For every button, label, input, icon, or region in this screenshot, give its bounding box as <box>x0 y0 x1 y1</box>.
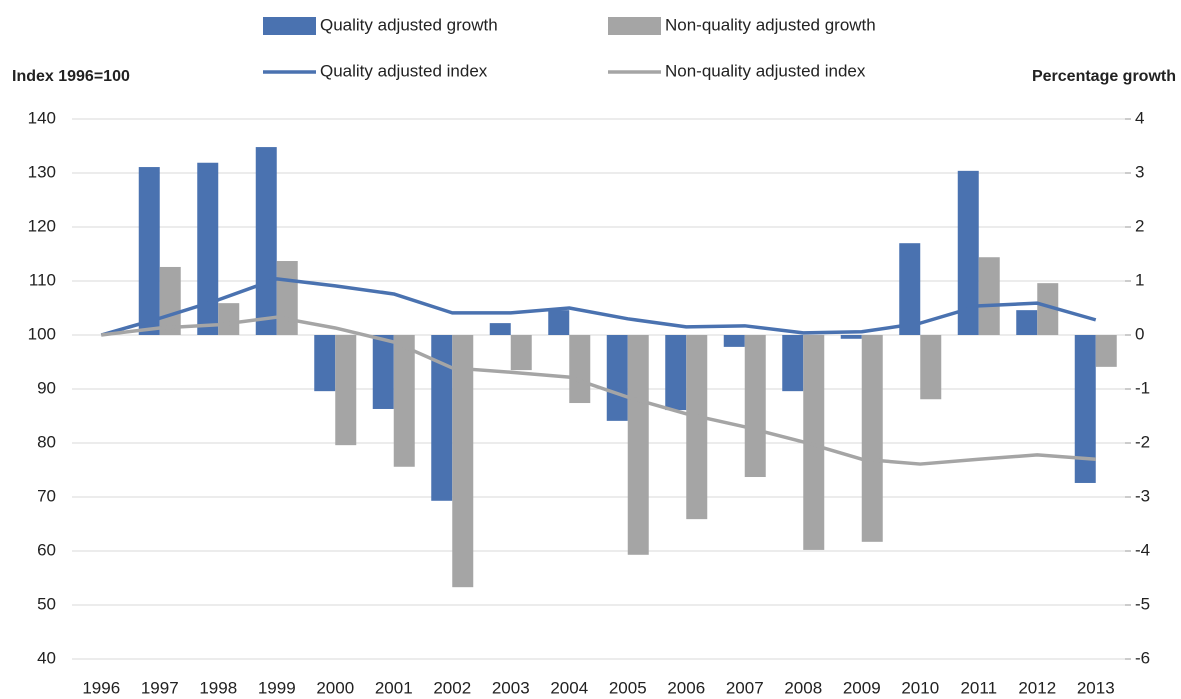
bar <box>803 335 825 550</box>
y-tick-label: 110 <box>29 270 56 289</box>
legend-label: Non-quality adjusted growth <box>665 15 876 34</box>
legend-swatch <box>608 17 661 35</box>
legend-label: Non-quality adjusted index <box>665 61 866 80</box>
legend-swatch <box>263 17 316 35</box>
bar <box>686 335 708 520</box>
bar <box>1037 283 1059 335</box>
y-tick-label: 40 <box>37 648 56 667</box>
x-tick-label: 2000 <box>316 678 354 697</box>
x-tick-label: 2007 <box>726 678 764 697</box>
y2-tick-label: -4 <box>1135 540 1150 559</box>
bar <box>861 335 883 542</box>
line <box>100 277 1097 337</box>
bar <box>627 335 649 555</box>
y2-tick-label: -6 <box>1135 648 1150 667</box>
y-tick-label: 120 <box>28 216 56 235</box>
x-tick-label: 2005 <box>609 678 647 697</box>
y2-tick-label: 2 <box>1135 216 1144 235</box>
bar <box>957 170 979 335</box>
bar <box>723 335 745 347</box>
legend-label: Quality adjusted index <box>320 61 488 80</box>
bar <box>197 162 219 335</box>
bar <box>840 335 862 339</box>
bar <box>978 257 1000 335</box>
y-tick-label: 70 <box>37 486 56 505</box>
y2-tick-label: -5 <box>1135 594 1150 613</box>
bar <box>510 335 532 371</box>
bar <box>314 335 336 392</box>
bar <box>276 261 298 335</box>
bar <box>899 243 921 335</box>
bar <box>255 147 277 335</box>
y2-tick-label: -1 <box>1135 378 1150 397</box>
bar <box>1016 310 1038 335</box>
bar <box>548 310 570 335</box>
bar <box>218 303 240 335</box>
legend-label: Quality adjusted growth <box>320 15 498 34</box>
bar <box>782 335 804 392</box>
y-tick-label: 130 <box>28 162 56 181</box>
x-tick-label: 1998 <box>199 678 237 697</box>
y2-tick-label: 3 <box>1135 162 1144 181</box>
y-axis-title: Index 1996=100 <box>12 68 130 85</box>
x-tick-label: 2004 <box>550 678 588 697</box>
y2-tick-label: -3 <box>1135 486 1150 505</box>
y-tick-label: 80 <box>37 432 56 451</box>
y-tick-label: 50 <box>37 594 56 613</box>
x-tick-label: 1999 <box>258 678 296 697</box>
y2-tick-label: 1 <box>1135 270 1144 289</box>
bar <box>606 335 628 421</box>
x-tick-label: 2001 <box>375 678 413 697</box>
y-tick-label: 60 <box>37 540 56 559</box>
x-tick-label: 2006 <box>667 678 705 697</box>
bar <box>920 335 942 400</box>
bar <box>1095 335 1117 367</box>
x-tick-label: 2003 <box>492 678 530 697</box>
x-tick-label: 2009 <box>843 678 881 697</box>
y2-tick-label: 4 <box>1135 108 1144 127</box>
x-tick-label: 2012 <box>1018 678 1056 697</box>
y-tick-label: 90 <box>37 378 56 397</box>
x-tick-label: 1997 <box>141 678 179 697</box>
line <box>101 315 1096 466</box>
y2-tick-label: -2 <box>1135 432 1150 451</box>
bar <box>372 335 394 409</box>
x-tick-label: 2011 <box>960 678 997 697</box>
x-tick-label: 2002 <box>433 678 471 697</box>
bar <box>489 323 511 335</box>
bar <box>665 335 687 411</box>
bar <box>1074 335 1096 483</box>
x-tick-label: 2013 <box>1077 678 1115 697</box>
y2-axis-title: Percentage growth <box>1032 68 1176 85</box>
x-tick-label: 1996 <box>82 678 120 697</box>
y-tick-label: 100 <box>28 324 56 343</box>
y-tick-label: 140 <box>28 108 56 127</box>
bar <box>452 335 474 588</box>
bar <box>431 335 453 501</box>
x-tick-label: 2008 <box>784 678 822 697</box>
bar <box>393 335 415 467</box>
bar <box>569 335 591 404</box>
x-tick-label: 2010 <box>901 678 939 697</box>
bar <box>159 266 181 335</box>
bar <box>744 335 766 478</box>
y2-tick-label: 0 <box>1135 324 1144 343</box>
bar <box>335 335 357 446</box>
bar <box>138 167 160 335</box>
